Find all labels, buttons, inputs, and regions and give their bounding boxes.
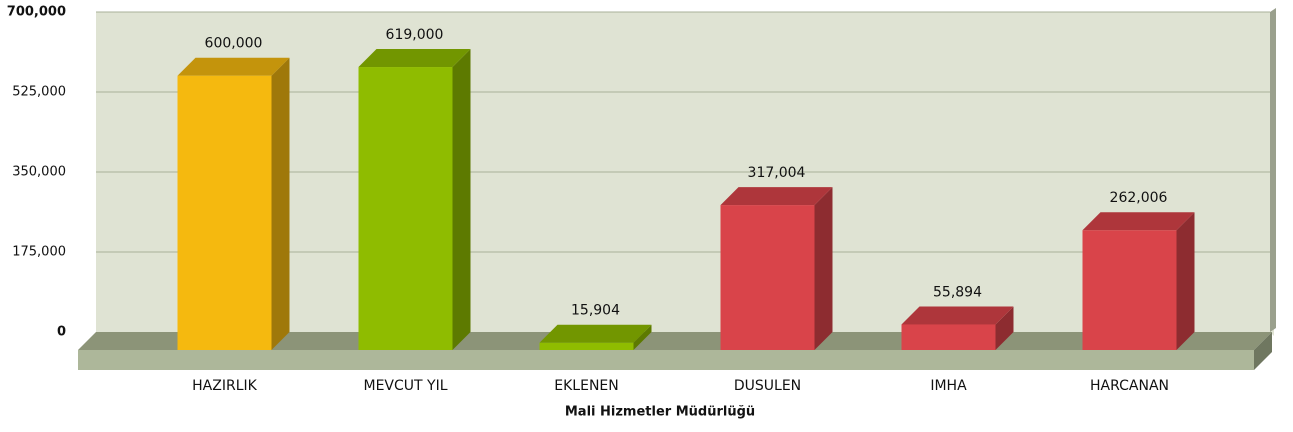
floor-front bbox=[78, 350, 1254, 370]
bar-top bbox=[720, 187, 833, 206]
x-axis-label: Mali Hizmetler Müdürlüğü bbox=[565, 405, 755, 420]
bar-side bbox=[452, 49, 471, 351]
y-tick-label: 525,000 bbox=[12, 85, 66, 100]
wall-edge bbox=[1270, 8, 1276, 332]
bar-top bbox=[901, 306, 1014, 325]
bar-top bbox=[358, 49, 471, 68]
x-tick-label: HARCANAN bbox=[1090, 378, 1169, 394]
bar-side bbox=[271, 57, 290, 350]
bar bbox=[901, 324, 996, 350]
value-label: 15,904 bbox=[571, 303, 620, 319]
x-tick-label: HAZIRLIK bbox=[192, 378, 257, 394]
bar-side bbox=[995, 306, 1014, 350]
y-tick-label: 175,000 bbox=[12, 245, 66, 260]
bar-side bbox=[814, 187, 833, 350]
y-tick-label: 350,000 bbox=[12, 165, 66, 180]
value-label: 317,004 bbox=[748, 165, 806, 181]
x-tick-label: IMHA bbox=[930, 378, 967, 394]
bar bbox=[1082, 230, 1177, 350]
value-label: 262,006 bbox=[1110, 190, 1168, 206]
value-label: 55,894 bbox=[933, 284, 982, 300]
x-tick-label: MEVCUT YIL bbox=[363, 378, 447, 394]
bar bbox=[358, 67, 453, 351]
bar bbox=[720, 205, 815, 350]
x-tick-label: EKLENEN bbox=[554, 378, 618, 394]
bar bbox=[539, 342, 634, 350]
y-tick-label: 700,000 bbox=[7, 5, 66, 20]
bar-top bbox=[539, 324, 652, 343]
bar bbox=[177, 75, 272, 350]
bar-top bbox=[1082, 212, 1195, 231]
value-label: 600,000 bbox=[205, 36, 263, 52]
floor-side bbox=[1254, 332, 1272, 370]
value-label: 619,000 bbox=[386, 27, 444, 43]
bar-top bbox=[177, 57, 290, 76]
x-tick-label: DUSULEN bbox=[734, 378, 801, 394]
bar-side bbox=[1176, 212, 1195, 350]
bar-side bbox=[633, 324, 652, 350]
y-tick-label: 0 bbox=[57, 325, 66, 340]
